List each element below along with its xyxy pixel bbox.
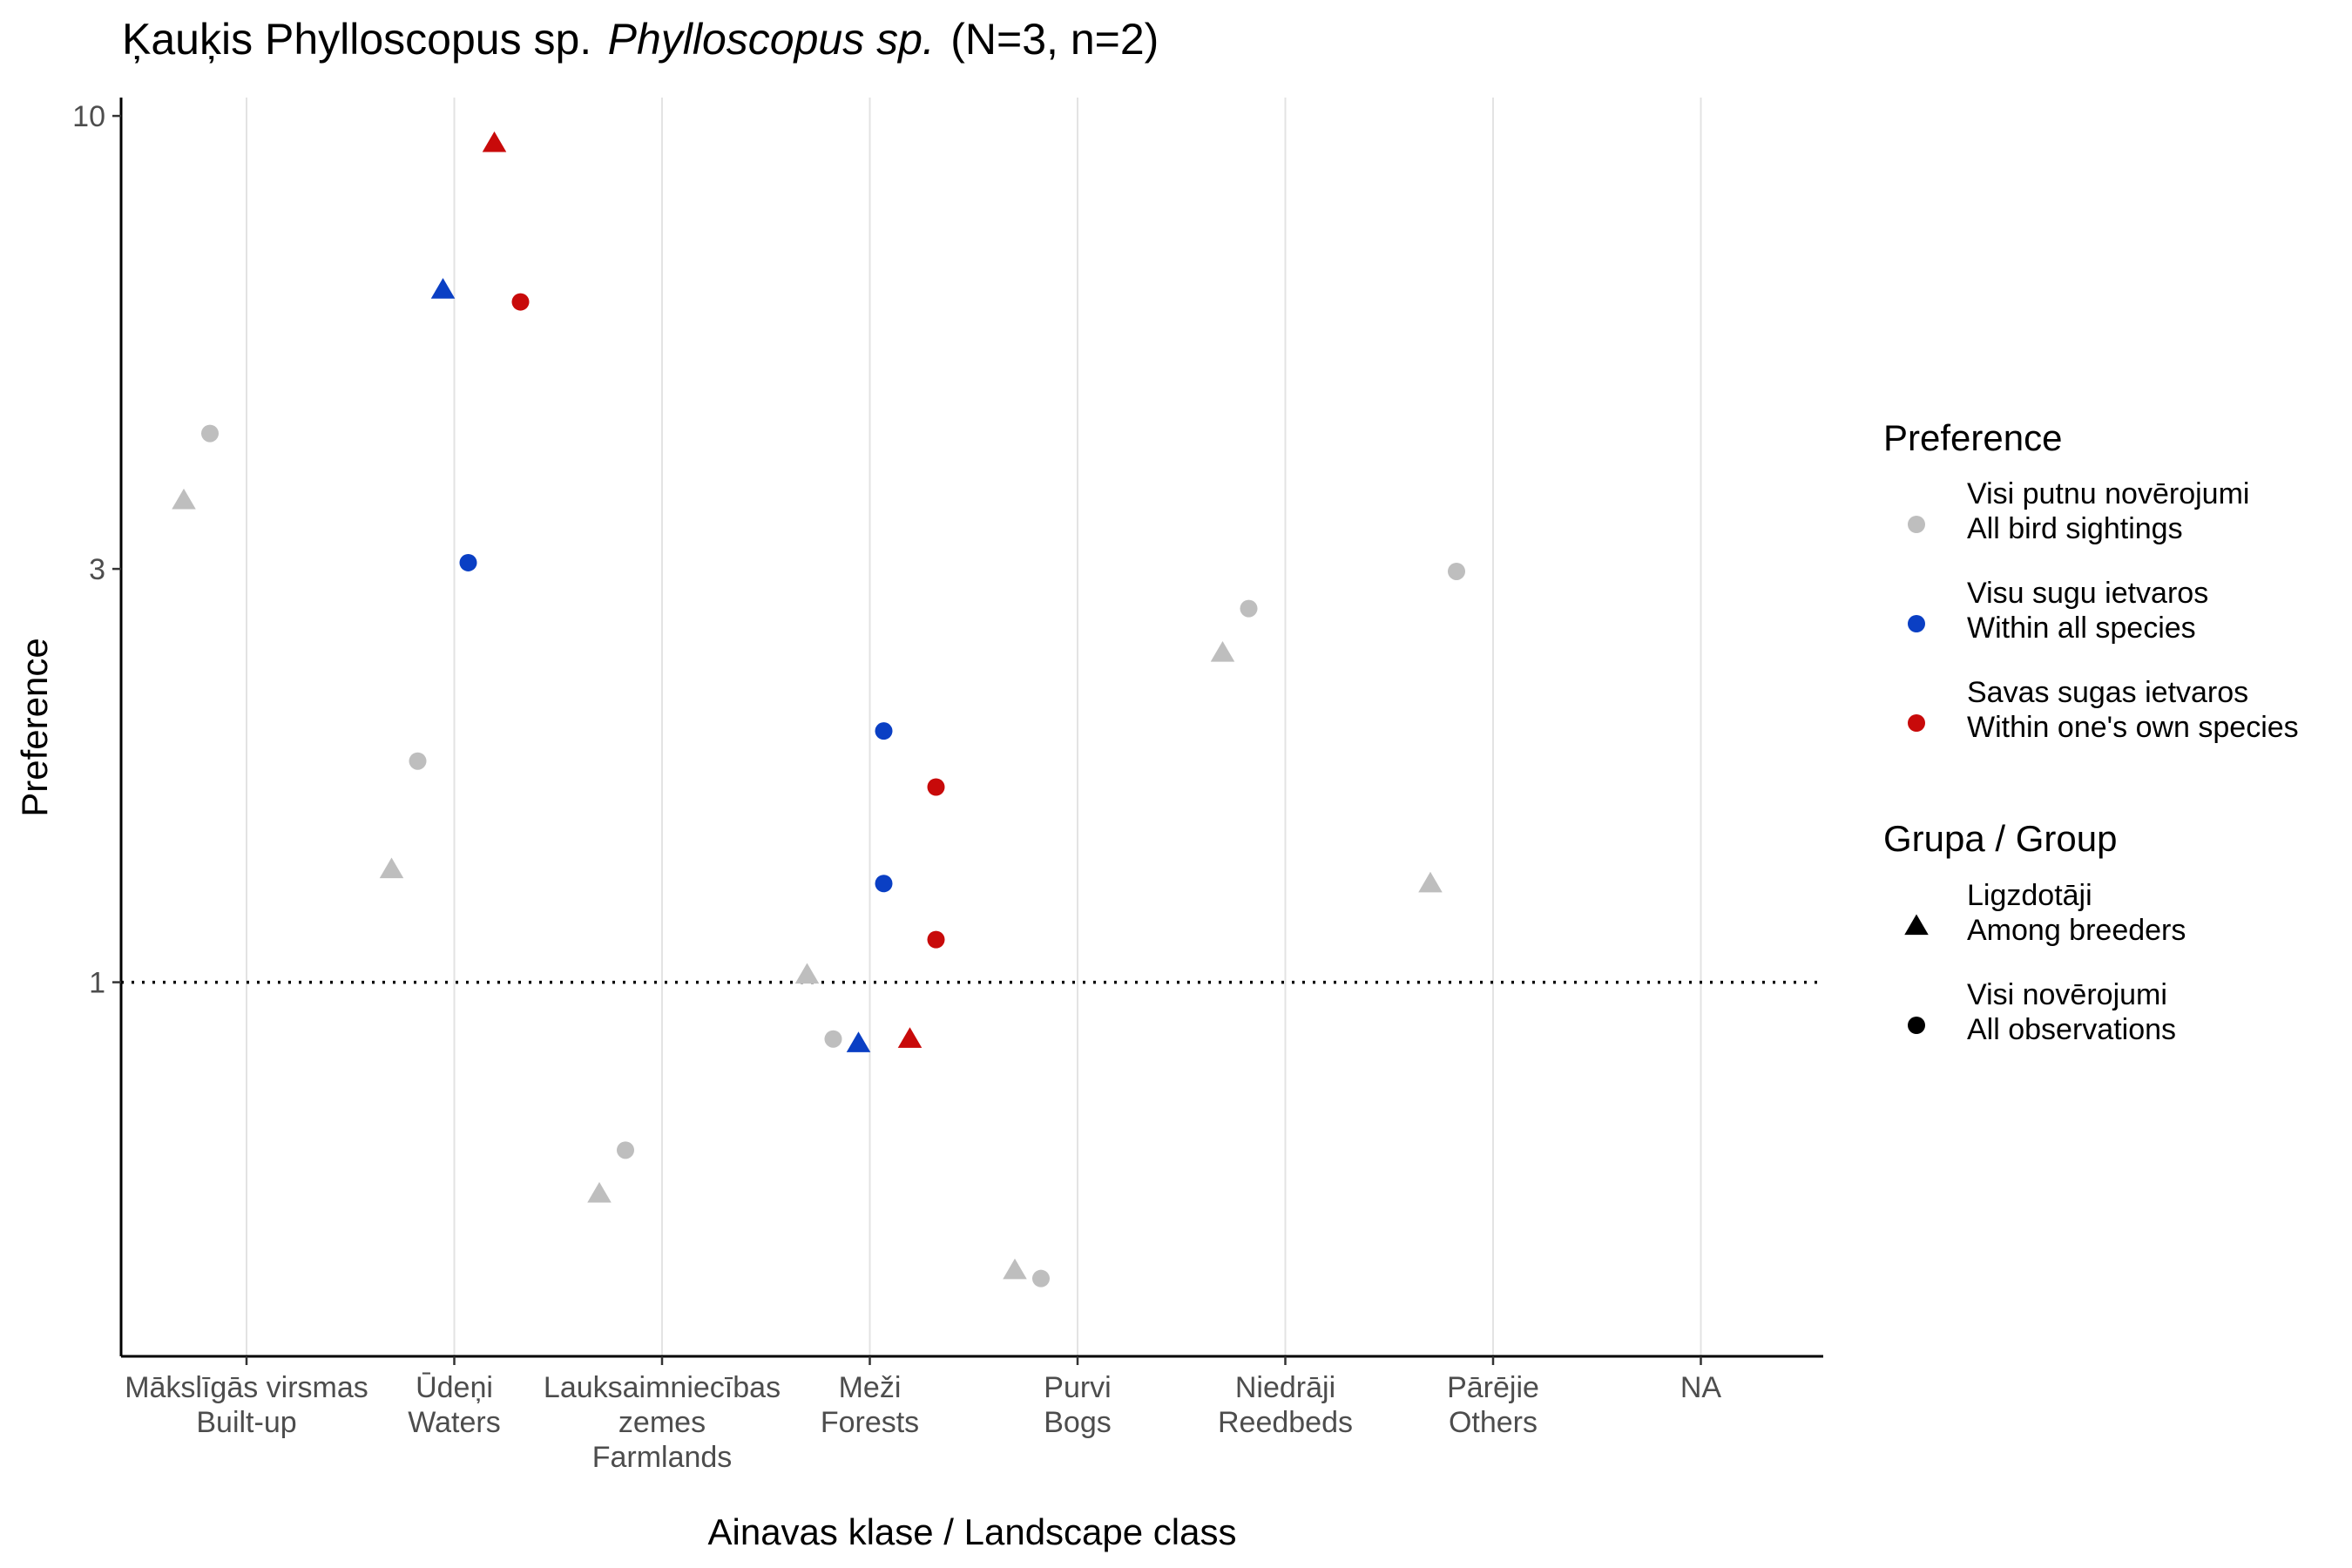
- data-point-circle: [1240, 599, 1258, 618]
- data-point-circle: [1032, 1269, 1050, 1288]
- x-tick-label: Meži Forests: [821, 1371, 919, 1439]
- data-point-circle: [459, 553, 477, 571]
- x-tick-label: Lauksaimniecības zemes Farmlands: [544, 1371, 781, 1474]
- data-point-triangle: [482, 131, 507, 152]
- x-tick-label-line: Built-up: [196, 1406, 296, 1439]
- grid-lines: [246, 98, 1702, 1356]
- data-point-triangle: [430, 278, 456, 299]
- x-tick-label: Purvi Bogs: [1044, 1371, 1112, 1439]
- legend-label-preference: Savas sugas ietvaros: [1967, 676, 2248, 709]
- x-tick-label-line: Others: [1449, 1406, 1538, 1439]
- legend-key-group: [1908, 1017, 1925, 1034]
- legend-key-preference: [1908, 615, 1925, 632]
- data-point-triangle: [794, 963, 820, 984]
- data-point-triangle: [1003, 1258, 1027, 1280]
- chart-title-prefix: Ķauķis Phylloscopus sp.: [122, 15, 591, 64]
- chart-title-suffix: (N=3, n=2): [950, 15, 1159, 64]
- legend-key-preference: [1908, 516, 1925, 533]
- x-tick-label-line: Forests: [821, 1406, 919, 1439]
- legend-label-preference: Within one's own species: [1967, 711, 2299, 744]
- legend-label-group: Ligzdotāji: [1967, 879, 2092, 912]
- legend-label-preference: Visu sugu ietvaros: [1967, 577, 2208, 610]
- x-tick-label-line: Ūdeņi: [416, 1371, 493, 1404]
- data-point-triangle: [379, 857, 404, 879]
- data-point-circle: [824, 1030, 842, 1048]
- x-tick-label-line: zemes: [618, 1406, 706, 1439]
- data-point-triangle: [846, 1031, 871, 1052]
- x-tick-label-line: NA: [1680, 1371, 1722, 1404]
- legend-title-group: Grupa / Group: [1883, 818, 2117, 859]
- y-axis-title: Preference: [14, 638, 55, 816]
- y-tick-label: 3: [89, 553, 105, 586]
- x-tick-label-line: Lauksaimniecības: [544, 1371, 781, 1404]
- data-point-triangle: [1210, 640, 1235, 662]
- x-tick-label: Niedrāji Reedbeds: [1218, 1371, 1353, 1439]
- data-point-circle: [875, 875, 893, 893]
- x-tick-label-line: Niedrāji: [1235, 1371, 1335, 1404]
- x-tick-label-line: Purvi: [1044, 1371, 1111, 1404]
- x-tick-labels: Mākslīgās virsmas Built-up Ūdeņi Waters Lauk…: [125, 1356, 1721, 1474]
- x-tick-label-line: Waters: [408, 1406, 500, 1439]
- data-point-triangle: [587, 1181, 612, 1203]
- legend-label-preference: All bird sightings: [1967, 512, 2183, 545]
- data-point-circle: [1448, 562, 1465, 580]
- x-tick-label-line: Meži: [839, 1371, 902, 1404]
- axes: [119, 98, 1823, 1358]
- data-point-circle: [927, 778, 945, 796]
- data-point-circle: [617, 1141, 634, 1159]
- data-point-circle: [927, 930, 945, 949]
- x-tick-label-line: Bogs: [1044, 1406, 1112, 1439]
- chart-title: Ķauķis Phylloscopus sp. Phylloscopus sp.…: [122, 15, 1159, 64]
- data-point-circle: [201, 424, 219, 443]
- x-tick-label: Mākslīgās virsmas Built-up: [125, 1371, 368, 1439]
- x-tick-label: Pārējie Others: [1447, 1371, 1539, 1439]
- legend-title-preference: Preference: [1883, 417, 2062, 458]
- legend-label-group: All observations: [1967, 1013, 2176, 1046]
- data-point-triangle: [897, 1027, 923, 1048]
- y-tick-labels: 1 3 10: [72, 100, 121, 1000]
- x-tick-label: NA: [1680, 1371, 1722, 1404]
- x-tick-label: Ūdeņi Waters: [408, 1371, 500, 1439]
- x-tick-label-line: Pārējie: [1447, 1371, 1539, 1404]
- y-tick-label: 10: [72, 100, 105, 133]
- x-tick-label-line: Farmlands: [592, 1441, 733, 1474]
- data-point-circle: [511, 293, 530, 311]
- legend-key-group: [1904, 914, 1929, 936]
- y-tick-label: 1: [89, 967, 105, 1000]
- data-point-circle: [875, 722, 893, 740]
- chart-title-italic: Phylloscopus sp.: [608, 15, 935, 64]
- data-point-circle: [409, 752, 427, 770]
- data-point-triangle: [172, 488, 196, 510]
- legend-label-preference: Within all species: [1967, 612, 2196, 645]
- x-axis-title: Ainavas klase / Landscape class: [707, 1511, 1236, 1552]
- legend-label-group: Visi novērojumi: [1967, 978, 2167, 1011]
- x-tick-label-line: Mākslīgās virsmas: [125, 1371, 368, 1404]
- legend-key-preference: [1908, 714, 1925, 732]
- data-point-triangle: [1418, 871, 1443, 893]
- legend-label-group: Among breeders: [1967, 914, 2186, 947]
- x-tick-label-line: Reedbeds: [1218, 1406, 1353, 1439]
- data-points: [172, 131, 1465, 1288]
- legend-label-preference: Visi putnu novērojumi: [1967, 477, 2249, 510]
